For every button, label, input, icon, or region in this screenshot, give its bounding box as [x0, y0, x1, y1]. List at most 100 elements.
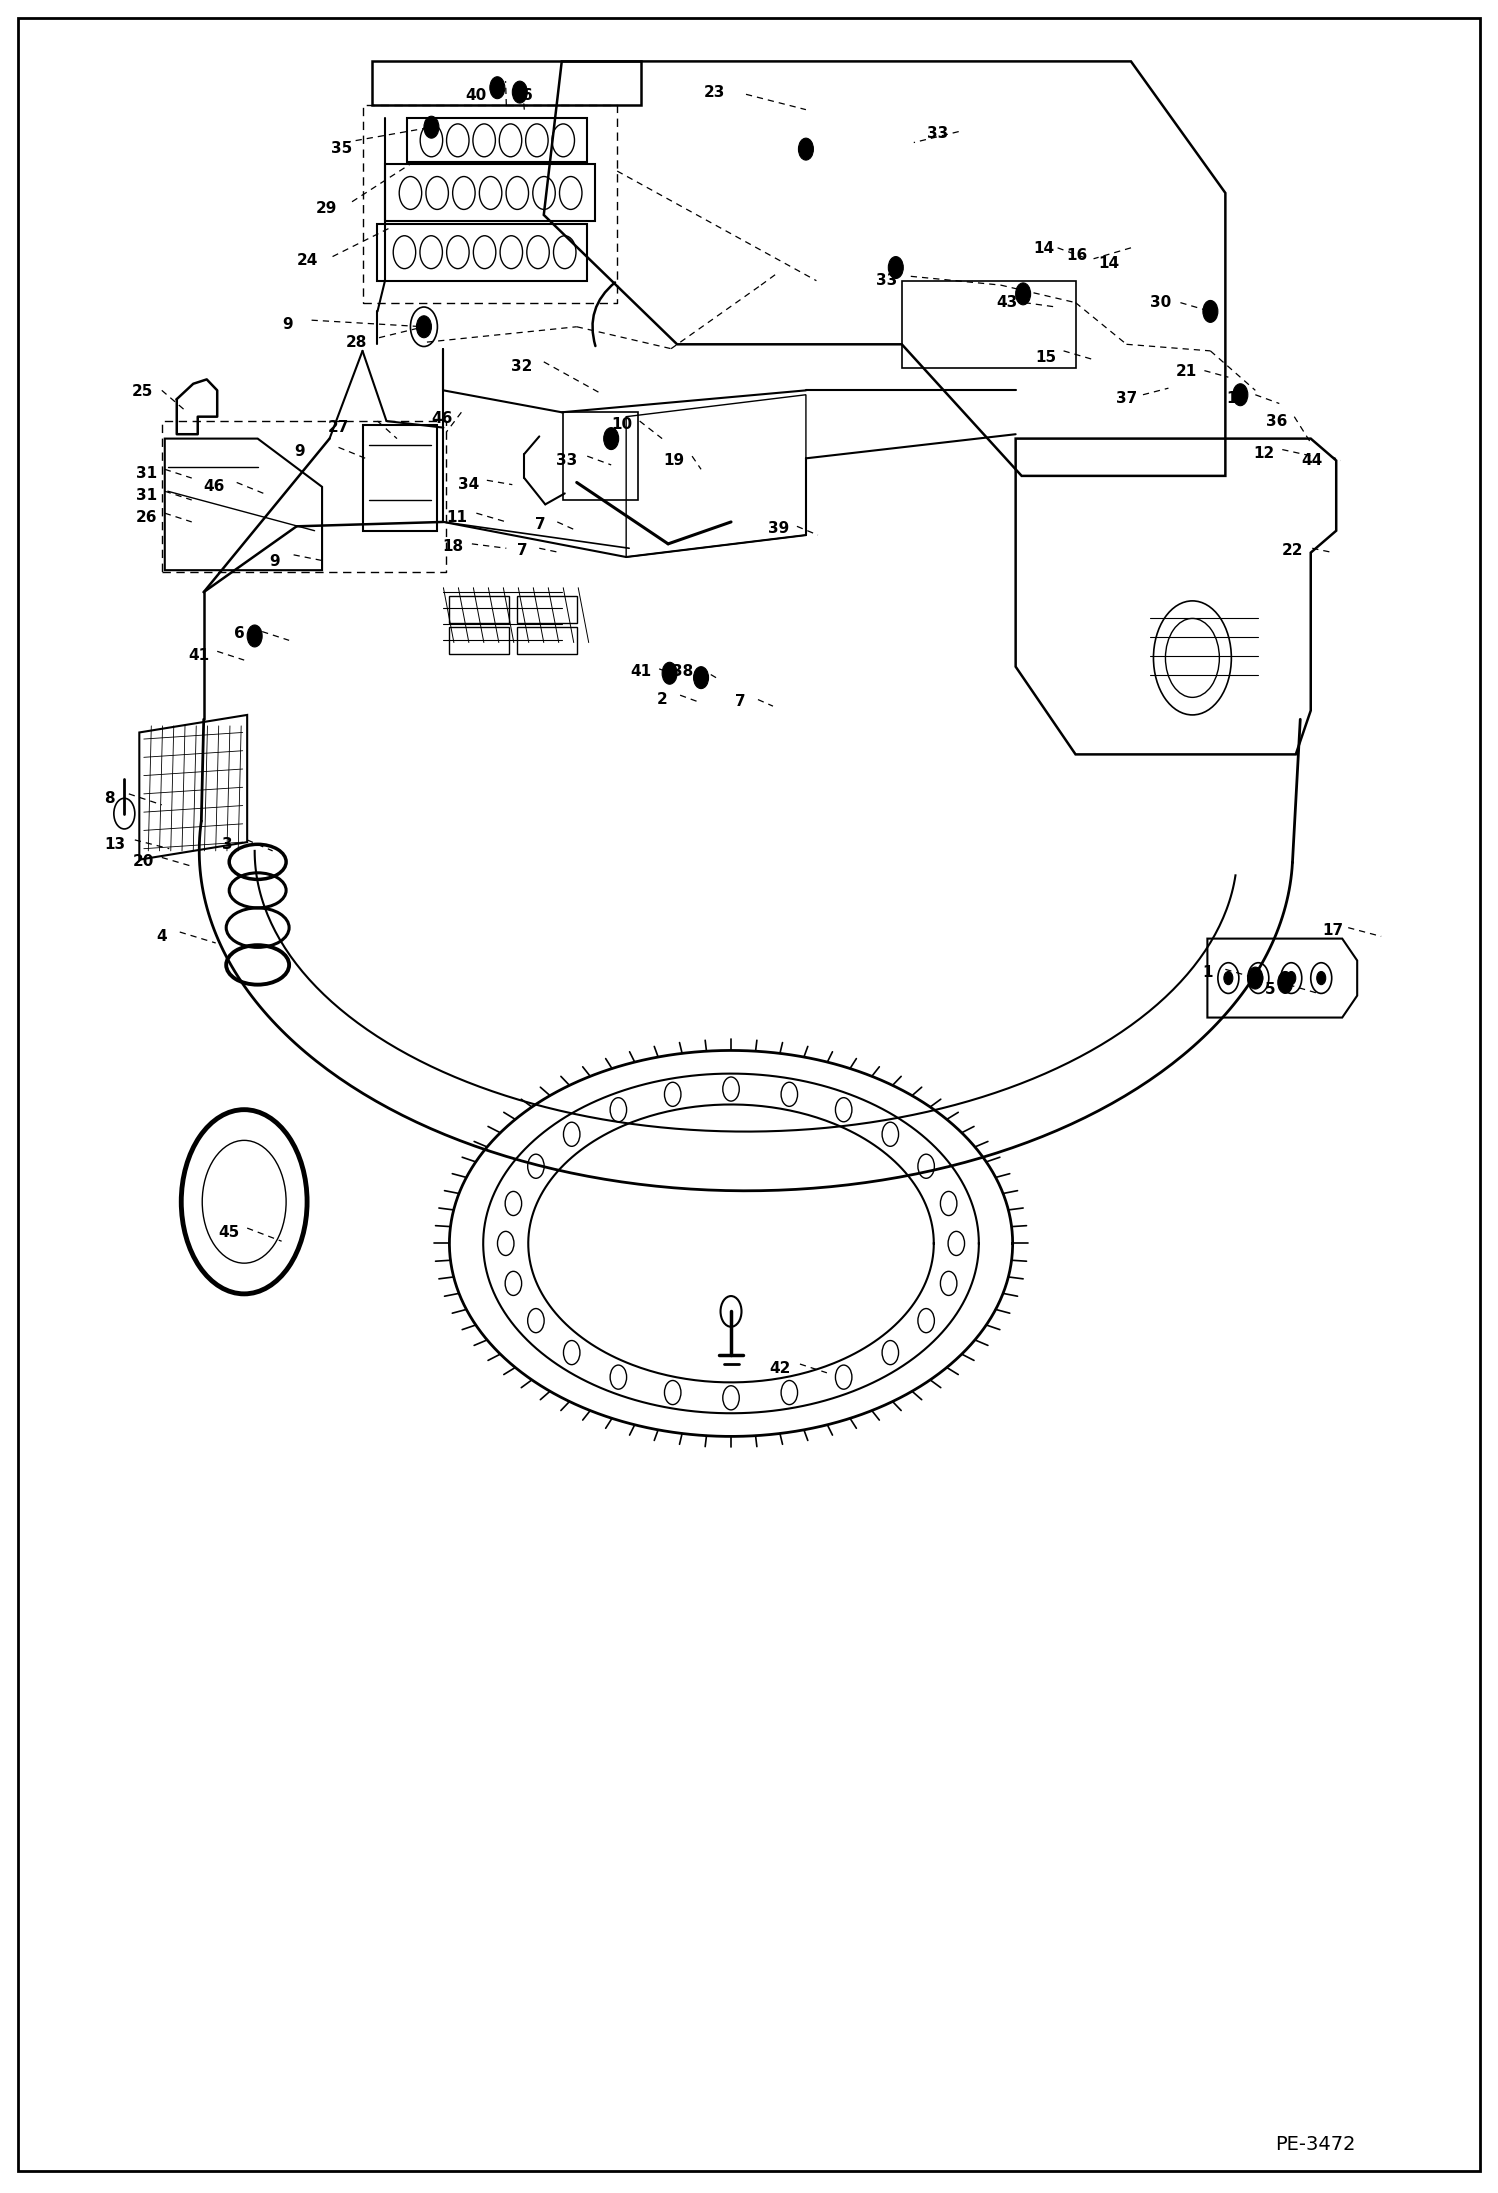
- Circle shape: [610, 1099, 626, 1123]
- Text: 14: 14: [1098, 257, 1119, 270]
- Text: 6: 6: [521, 88, 533, 103]
- Circle shape: [512, 81, 527, 103]
- Text: 13: 13: [1227, 390, 1248, 406]
- Circle shape: [798, 138, 813, 160]
- Text: 41: 41: [631, 664, 652, 678]
- Text: 29: 29: [316, 202, 337, 215]
- Text: 46: 46: [431, 412, 452, 425]
- Circle shape: [563, 1340, 580, 1364]
- Text: 24: 24: [297, 254, 318, 268]
- Circle shape: [505, 1272, 521, 1296]
- Circle shape: [941, 1191, 957, 1215]
- Text: 37: 37: [1116, 390, 1137, 406]
- Text: 38: 38: [673, 664, 694, 678]
- Text: 33: 33: [876, 274, 897, 287]
- Text: 26: 26: [136, 511, 157, 524]
- Circle shape: [247, 625, 262, 647]
- Text: 16: 16: [1067, 248, 1088, 263]
- Text: 14: 14: [1034, 241, 1055, 257]
- Circle shape: [505, 1191, 521, 1215]
- Circle shape: [527, 1154, 544, 1178]
- Text: 7: 7: [734, 695, 746, 708]
- Text: 10: 10: [611, 417, 632, 432]
- Circle shape: [941, 1272, 957, 1296]
- Text: 15: 15: [1035, 351, 1056, 364]
- Text: 9: 9: [282, 318, 294, 331]
- Circle shape: [1278, 971, 1293, 993]
- Text: 12: 12: [1254, 447, 1275, 461]
- Text: 33: 33: [927, 127, 948, 140]
- Text: 6: 6: [234, 627, 246, 640]
- Text: PE-3472: PE-3472: [1275, 2136, 1356, 2154]
- Text: 3: 3: [222, 838, 234, 851]
- Circle shape: [527, 1309, 544, 1333]
- Circle shape: [1248, 967, 1263, 989]
- Text: 40: 40: [464, 88, 487, 103]
- Text: 31: 31: [136, 467, 157, 480]
- Text: 30: 30: [1150, 296, 1171, 309]
- Text: 2: 2: [656, 693, 668, 706]
- Text: 5: 5: [1264, 982, 1276, 996]
- Text: 32: 32: [511, 360, 532, 373]
- Circle shape: [490, 77, 505, 99]
- Text: 1: 1: [1201, 965, 1213, 980]
- Circle shape: [610, 1364, 626, 1388]
- Text: 9: 9: [294, 445, 306, 458]
- Circle shape: [416, 316, 431, 338]
- Text: 4: 4: [156, 930, 168, 943]
- Text: 19: 19: [664, 454, 685, 467]
- Text: 35: 35: [331, 140, 352, 156]
- Circle shape: [918, 1309, 935, 1333]
- Bar: [449, 627, 509, 654]
- Text: 18: 18: [442, 539, 463, 553]
- Bar: [517, 596, 577, 623]
- Text: 8: 8: [103, 792, 115, 805]
- Text: 46: 46: [204, 480, 225, 493]
- Circle shape: [836, 1099, 852, 1123]
- Text: 7: 7: [535, 518, 547, 531]
- Text: 17: 17: [1323, 923, 1344, 939]
- Circle shape: [604, 428, 619, 450]
- Circle shape: [1224, 971, 1233, 985]
- Text: 33: 33: [556, 454, 577, 467]
- Circle shape: [888, 257, 903, 279]
- Text: 43: 43: [996, 296, 1017, 309]
- Circle shape: [665, 1382, 682, 1406]
- Text: 22: 22: [1282, 544, 1303, 557]
- Text: 27: 27: [328, 421, 349, 434]
- Text: 45: 45: [219, 1226, 240, 1239]
- Circle shape: [665, 1081, 682, 1105]
- Text: 7: 7: [517, 544, 529, 557]
- Circle shape: [1203, 300, 1218, 322]
- Circle shape: [424, 116, 439, 138]
- Text: 44: 44: [1302, 454, 1323, 467]
- Text: 20: 20: [133, 855, 154, 868]
- Circle shape: [1016, 283, 1031, 305]
- Circle shape: [1254, 971, 1263, 985]
- Circle shape: [918, 1154, 935, 1178]
- Circle shape: [662, 662, 677, 684]
- Text: 36: 36: [1266, 414, 1287, 428]
- Circle shape: [722, 1386, 740, 1410]
- Circle shape: [1233, 384, 1248, 406]
- Circle shape: [1287, 971, 1296, 985]
- Text: 9: 9: [268, 555, 280, 568]
- Text: 13: 13: [105, 838, 126, 851]
- Text: 41: 41: [189, 649, 210, 662]
- Text: 23: 23: [704, 86, 725, 99]
- Text: 28: 28: [346, 336, 367, 349]
- Circle shape: [563, 1123, 580, 1147]
- Circle shape: [780, 1382, 797, 1406]
- Circle shape: [948, 1232, 965, 1254]
- Text: 21: 21: [1176, 364, 1197, 379]
- Circle shape: [722, 1077, 740, 1101]
- Text: 42: 42: [770, 1362, 791, 1375]
- Circle shape: [836, 1364, 852, 1388]
- Bar: [449, 596, 509, 623]
- Text: 11: 11: [446, 511, 467, 524]
- Text: 31: 31: [136, 489, 157, 502]
- Bar: [517, 627, 577, 654]
- Circle shape: [882, 1340, 899, 1364]
- Text: 25: 25: [132, 384, 153, 399]
- Circle shape: [780, 1081, 797, 1105]
